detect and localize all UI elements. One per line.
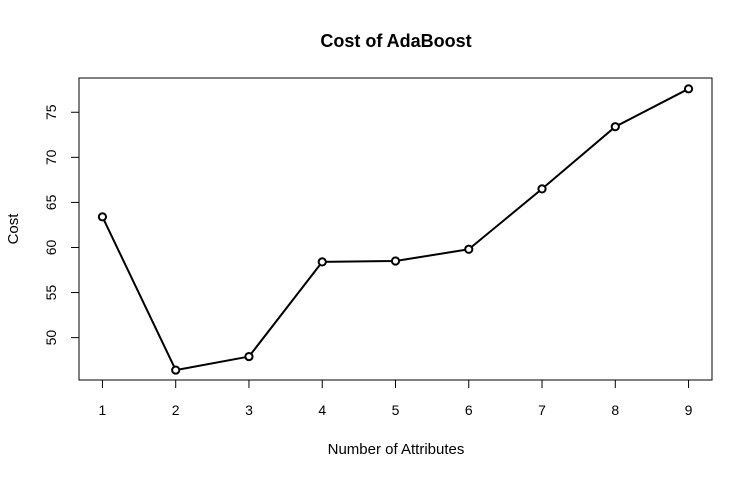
series-line [101,87,690,372]
x-tick-label: 2 [172,402,180,418]
x-tick-label: 9 [685,402,693,418]
x-tick-label: 3 [245,402,253,418]
data-point [244,351,254,362]
x-tick-label: 4 [318,402,326,418]
x-axis: 1 2 3 4 5 6 7 8 9 [99,379,693,418]
y-tick-label: 75 [43,104,59,120]
data-point [610,122,620,132]
x-axis-label: Number of Attributes [328,441,465,458]
data-point [537,184,547,194]
x-tick-label: 5 [392,402,400,418]
y-tick-label: 55 [43,285,59,301]
x-tick-label: 1 [99,402,107,418]
x-tick-label: 8 [611,402,619,418]
data-point [390,256,401,266]
data-point [683,84,694,94]
y-tick-label: 60 [43,239,59,255]
series-layer [97,84,694,375]
y-tick-label: 50 [43,330,59,346]
x-tick-label: 7 [538,402,546,418]
y-tick-label: 65 [43,194,59,210]
chart-title: Cost of AdaBoost [320,31,471,51]
data-point [97,212,108,222]
y-tick-label: 70 [43,149,59,165]
y-axis: 50 55 60 65 70 75 [43,104,80,346]
y-axis-label: Cost [5,213,22,245]
data-point [171,365,181,375]
data-point [317,257,327,267]
data-point [464,244,474,254]
x-tick-label: 6 [465,402,473,418]
